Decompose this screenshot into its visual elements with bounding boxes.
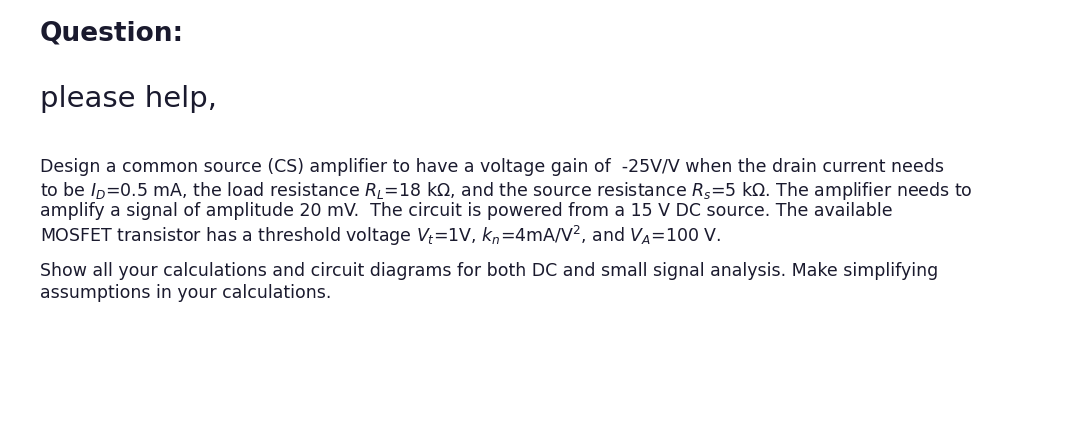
Text: to be $I_D$=0.5 mA, the load resistance $R_L$=18 kΩ, and the source resistance $: to be $I_D$=0.5 mA, the load resistance …: [40, 180, 972, 202]
Text: please help,: please help,: [40, 85, 217, 113]
Text: Question:: Question:: [40, 20, 185, 46]
Text: assumptions in your calculations.: assumptions in your calculations.: [40, 284, 331, 302]
Text: amplify a signal of amplitude 20 mV.  The circuit is powered from a 15 V DC sour: amplify a signal of amplitude 20 mV. The…: [40, 202, 892, 220]
Text: MOSFET transistor has a threshold voltage $V_t$=1V, $k_n$=4mA/V$^2$, and $V_A$=1: MOSFET transistor has a threshold voltag…: [40, 224, 721, 248]
Text: Design a common source (CS) amplifier to have a voltage gain of  -25V/V when the: Design a common source (CS) amplifier to…: [40, 158, 944, 176]
Text: Show all your calculations and circuit diagrams for both DC and small signal ana: Show all your calculations and circuit d…: [40, 262, 939, 280]
